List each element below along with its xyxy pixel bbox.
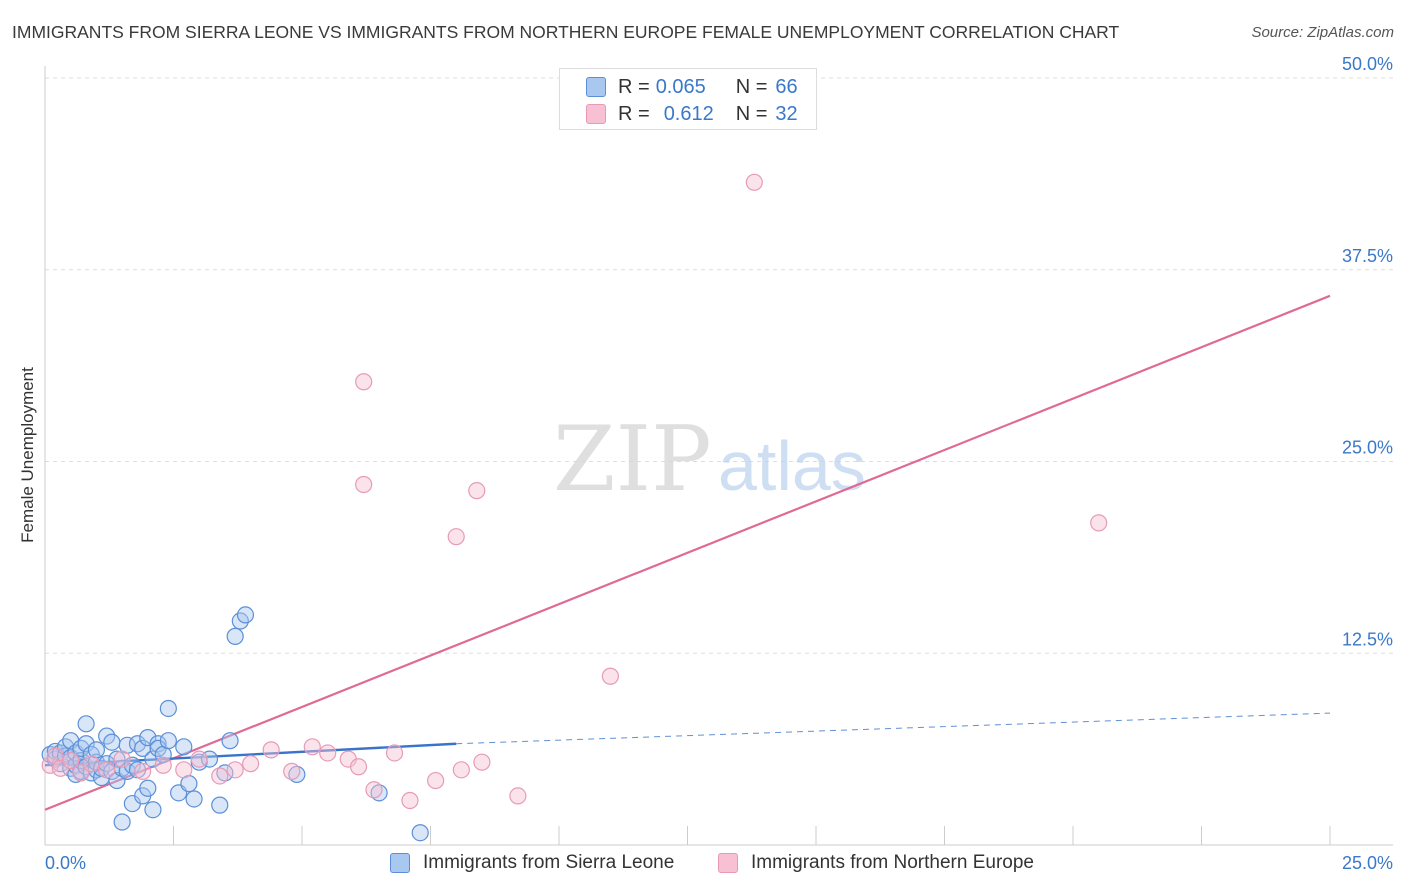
legend-r-label: R = — [618, 75, 650, 98]
sierra-leone-point — [123, 756, 141, 774]
northern-europe-point — [134, 762, 152, 780]
trend-layer — [44, 294, 1331, 811]
sierra-leone-point — [77, 735, 95, 753]
northern-europe-point — [319, 744, 337, 762]
legend-swatch-pink — [718, 853, 738, 873]
northern-europe-point — [468, 482, 486, 500]
northern-europe-point — [175, 761, 193, 779]
northern-europe-point — [1090, 514, 1108, 532]
legend-r-value: 0.065 — [655, 75, 706, 98]
sierra-leone-point — [159, 732, 177, 750]
y-tick-label: 25.0% — [1342, 438, 1393, 458]
northern-europe-point — [98, 761, 116, 779]
northern-europe-point — [385, 744, 404, 762]
watermark-zip: ZIP — [553, 407, 712, 512]
sierra-leone-point — [221, 732, 239, 750]
sierra-leone-trendline-extension — [456, 712, 1331, 745]
northern-europe-trendline — [44, 294, 1331, 811]
legend-r-value: 0.612 — [663, 102, 714, 125]
sierra-leone-point — [185, 790, 203, 808]
legend-n-value: 66 — [775, 75, 798, 98]
northern-europe-point — [262, 741, 280, 759]
northern-europe-point — [113, 750, 131, 768]
legend-n-label: N = — [735, 102, 768, 125]
correlation-legend: R = 0.065 N = 66 R = 0.612 N = 32 — [559, 68, 817, 130]
legend-row-sierra-leone: R = 0.065 N = 66 — [586, 74, 843, 100]
y-tick-label: 50.0% — [1342, 54, 1393, 74]
sierra-leone-point — [139, 729, 157, 747]
axis-layer: 12.5% 25.0% 37.5% 50.0% 0.0% 25.0% — [44, 54, 1393, 873]
northern-europe-point — [745, 173, 763, 191]
northern-europe-point — [242, 755, 260, 773]
northern-europe-point — [509, 787, 527, 805]
northern-europe-point — [365, 781, 383, 799]
northern-europe-point — [82, 755, 100, 773]
sierra-leone-point — [175, 738, 193, 756]
northern-europe-point — [41, 756, 59, 774]
y-tick-label: 37.5% — [1342, 246, 1393, 266]
northern-europe-point — [447, 528, 465, 546]
legend-series-label: Immigrants from Northern Europe — [751, 852, 1034, 873]
sierra-leone-point — [216, 764, 234, 782]
sierra-leone-point — [149, 735, 167, 753]
x-tick-label: 0.0% — [45, 853, 86, 873]
northern-europe-point — [154, 756, 172, 774]
legend-n-label: N = — [735, 75, 768, 98]
northern-europe-point — [355, 373, 373, 391]
sierra-leone-point — [108, 750, 126, 768]
northern-europe-point — [473, 753, 491, 771]
sierra-leone-point — [370, 784, 388, 802]
legend-item-sierra-leone[interactable]: Immigrants from Sierra Leone — [390, 852, 674, 874]
northern-europe-point — [303, 738, 321, 756]
watermark-atlas: atlas — [718, 427, 866, 505]
northern-europe-point — [62, 752, 80, 770]
sierra-leone-point — [288, 765, 306, 784]
sierra-leone-point — [236, 606, 255, 624]
points-layer — [41, 173, 1108, 842]
legend-n-value: 32 — [775, 102, 798, 125]
northern-europe-point — [190, 750, 208, 768]
legend-swatch-pink — [586, 104, 606, 124]
legend-swatch-blue — [586, 77, 606, 97]
legend-row-northern-europe: R = 0.612 N = 32 — [586, 101, 843, 127]
northern-europe-point — [211, 767, 229, 785]
sierra-leone-point — [139, 779, 157, 797]
sierra-leone-point — [103, 733, 121, 751]
y-tick-label: 12.5% — [1342, 629, 1393, 649]
northern-europe-point — [427, 771, 445, 790]
sierra-leone-point — [159, 699, 177, 718]
grid-layer — [45, 77, 1393, 654]
legend-item-northern-europe[interactable]: Immigrants from Northern Europe — [718, 852, 1034, 874]
sierra-leone-point — [226, 627, 244, 645]
sierra-leone-point — [211, 796, 229, 814]
sierra-leone-point — [144, 750, 162, 768]
northern-europe-point — [283, 762, 301, 780]
sierra-leone-point — [128, 735, 147, 753]
northern-europe-point — [226, 761, 244, 779]
legend-series-label: Immigrants from Sierra Leone — [423, 852, 675, 873]
legend-r-label: R = — [618, 102, 650, 125]
sierra-leone-point — [113, 813, 131, 831]
northern-europe-point — [601, 667, 620, 685]
x-tick-label: 25.0% — [1342, 853, 1393, 873]
northern-europe-point — [452, 761, 470, 779]
sierra-leone-trendline — [44, 742, 457, 767]
chart-title: IMMIGRANTS FROM SIERRA LEONE VS IMMIGRAN… — [12, 22, 1120, 42]
northern-europe-point — [401, 791, 419, 810]
y-axis-label: Female Unemployment — [18, 367, 37, 543]
sierra-leone-point — [77, 715, 95, 733]
legend-swatch-blue — [390, 853, 410, 873]
sierra-leone-point — [144, 801, 162, 819]
source-label: Source: ZipAtlas.com — [1251, 24, 1394, 41]
series-legend: Immigrants from Sierra Leone Immigrants … — [0, 852, 1406, 878]
northern-europe-point — [355, 475, 373, 494]
northern-europe-point — [349, 758, 368, 776]
sierra-leone-point — [411, 824, 429, 842]
